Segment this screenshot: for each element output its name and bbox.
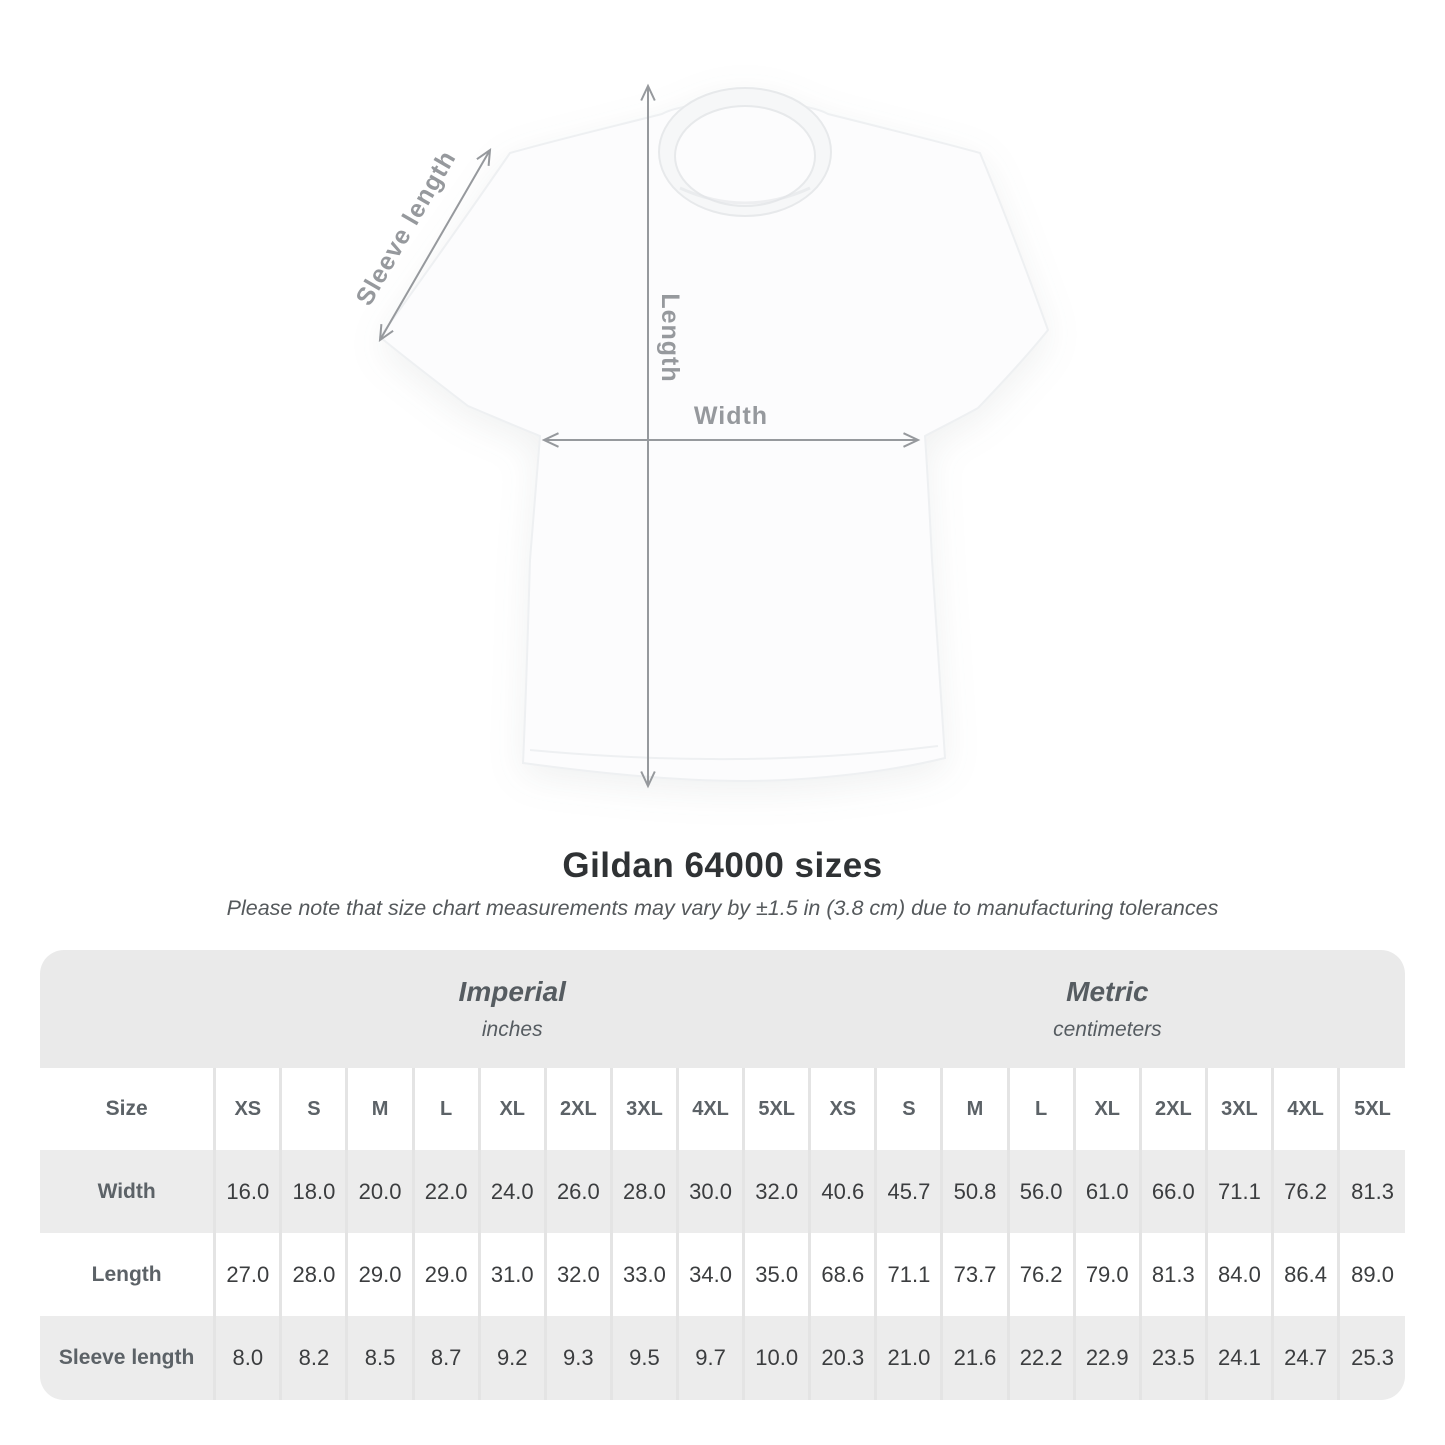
page-title: Gildan 64000 sizes	[562, 846, 883, 885]
cell: 22.0	[411, 1150, 480, 1233]
cell: 9.3	[543, 1316, 612, 1400]
table-row-sleeve-length: Sleeve length 8.0 8.2 8.5 8.7 9.2 9.3 9.…	[40, 1316, 1405, 1400]
size-col-imperial-l: L	[411, 1068, 480, 1150]
size-col-imperial-3xl: 3XL	[609, 1068, 678, 1150]
size-col-imperial-5xl: 5XL	[742, 1068, 810, 1150]
cell: 29.0	[345, 1233, 414, 1316]
cell: 23.5	[1138, 1316, 1207, 1400]
cell: 61.0	[1072, 1150, 1141, 1233]
size-col-imperial-2xl: 2XL	[543, 1068, 612, 1150]
cell: 25.3	[1337, 1316, 1405, 1400]
cell: 56.0	[1006, 1150, 1075, 1233]
tolerance-note: Please note that size chart measurements…	[226, 896, 1219, 920]
cell: 31.0	[477, 1233, 546, 1316]
size-col-metric-xl: XL	[1072, 1068, 1141, 1150]
cell: 20.0	[345, 1150, 414, 1233]
cell: 16.0	[213, 1150, 281, 1233]
cell: 68.6	[808, 1233, 876, 1316]
cell: 20.3	[808, 1316, 876, 1400]
cell: 45.7	[874, 1150, 942, 1233]
table-row-length: Length 27.0 28.0 29.0 29.0 31.0 32.0 33.…	[40, 1233, 1405, 1316]
cell: 33.0	[609, 1233, 678, 1316]
cell: 81.3	[1138, 1233, 1207, 1316]
cell: 8.5	[345, 1316, 414, 1400]
size-col-metric-s: S	[874, 1068, 942, 1150]
row-label-sleeve-length: Sleeve length	[40, 1316, 215, 1400]
cell: 40.6	[808, 1150, 876, 1233]
cell: 8.2	[279, 1316, 347, 1400]
size-col-metric-2xl: 2XL	[1138, 1068, 1207, 1150]
cell: 86.4	[1270, 1233, 1339, 1316]
cell: 28.0	[279, 1233, 347, 1316]
metric-unit: centimeters	[1053, 1018, 1162, 1041]
cell: 66.0	[1138, 1150, 1207, 1233]
cell: 21.6	[940, 1316, 1009, 1400]
sleeve-length-arrow	[378, 147, 492, 343]
size-col-metric-5xl: 5XL	[1337, 1068, 1405, 1150]
section-header-imperial: Imperial inches	[214, 950, 810, 1068]
size-col-imperial-xs: XS	[213, 1068, 281, 1150]
cell: 29.0	[411, 1233, 480, 1316]
cell: 18.0	[279, 1150, 347, 1233]
width-arrow-label: Width	[694, 402, 768, 430]
unit-header-spacer	[40, 950, 215, 1068]
size-col-metric-xs: XS	[808, 1068, 876, 1150]
cell: 21.0	[874, 1316, 942, 1400]
cell: 9.7	[676, 1316, 744, 1400]
size-col-metric-l: L	[1006, 1068, 1075, 1150]
length-arrow-label: Length	[656, 293, 684, 382]
tshirt-measurement-diagram: Length Width Sleeve length	[350, 83, 1050, 789]
cell: 9.5	[609, 1316, 678, 1400]
row-label-width: Width	[40, 1150, 215, 1233]
size-col-imperial-xl: XL	[477, 1068, 546, 1150]
size-chart-table: Imperial inches Metric centimeters Size …	[40, 950, 1405, 1400]
cell: 84.0	[1204, 1233, 1273, 1316]
row-label-length: Length	[40, 1233, 215, 1316]
cell: 24.0	[477, 1150, 546, 1233]
imperial-unit: inches	[481, 1018, 543, 1041]
cell: 76.2	[1270, 1150, 1339, 1233]
cell: 79.0	[1072, 1233, 1141, 1316]
cell: 34.0	[676, 1233, 744, 1316]
cell: 35.0	[742, 1233, 810, 1316]
metric-label: Metric	[1066, 976, 1149, 1007]
cell: 89.0	[1337, 1233, 1405, 1316]
table-row-width: Width 16.0 18.0 20.0 22.0 24.0 26.0 28.0…	[40, 1150, 1405, 1233]
cell: 50.8	[940, 1150, 1009, 1233]
cell: 32.0	[742, 1150, 810, 1233]
cell: 22.9	[1072, 1316, 1141, 1400]
cell: 32.0	[543, 1233, 612, 1316]
size-header-cell: Size	[40, 1068, 215, 1150]
cell: 10.0	[742, 1316, 810, 1400]
cell: 71.1	[874, 1233, 942, 1316]
cell: 22.2	[1006, 1316, 1075, 1400]
tshirt-illustration	[378, 87, 1050, 783]
size-col-imperial-4xl: 4XL	[676, 1068, 744, 1150]
cell: 27.0	[213, 1233, 281, 1316]
cell: 73.7	[940, 1233, 1009, 1316]
cell: 24.7	[1270, 1316, 1339, 1400]
length-arrow	[640, 83, 656, 789]
size-col-metric-m: M	[940, 1068, 1009, 1150]
imperial-label: Imperial	[458, 976, 566, 1007]
cell: 8.0	[213, 1316, 281, 1400]
cell: 81.3	[1337, 1150, 1405, 1233]
unit-header-row: Imperial inches Metric centimeters	[40, 950, 1405, 1068]
cell: 71.1	[1204, 1150, 1273, 1233]
section-header-metric: Metric centimeters	[809, 950, 1405, 1068]
size-col-metric-4xl: 4XL	[1270, 1068, 1339, 1150]
size-col-imperial-m: M	[345, 1068, 414, 1150]
size-header-row: Size XS S M L XL 2XL 3XL 4XL 5XL XS S M …	[40, 1068, 1405, 1150]
width-arrow	[541, 432, 921, 448]
size-col-metric-3xl: 3XL	[1204, 1068, 1273, 1150]
size-col-imperial-s: S	[279, 1068, 347, 1150]
cell: 8.7	[411, 1316, 480, 1400]
cell: 76.2	[1006, 1233, 1075, 1316]
cell: 28.0	[609, 1150, 678, 1233]
cell: 30.0	[676, 1150, 744, 1233]
cell: 24.1	[1204, 1316, 1273, 1400]
cell: 26.0	[543, 1150, 612, 1233]
cell: 9.2	[477, 1316, 546, 1400]
